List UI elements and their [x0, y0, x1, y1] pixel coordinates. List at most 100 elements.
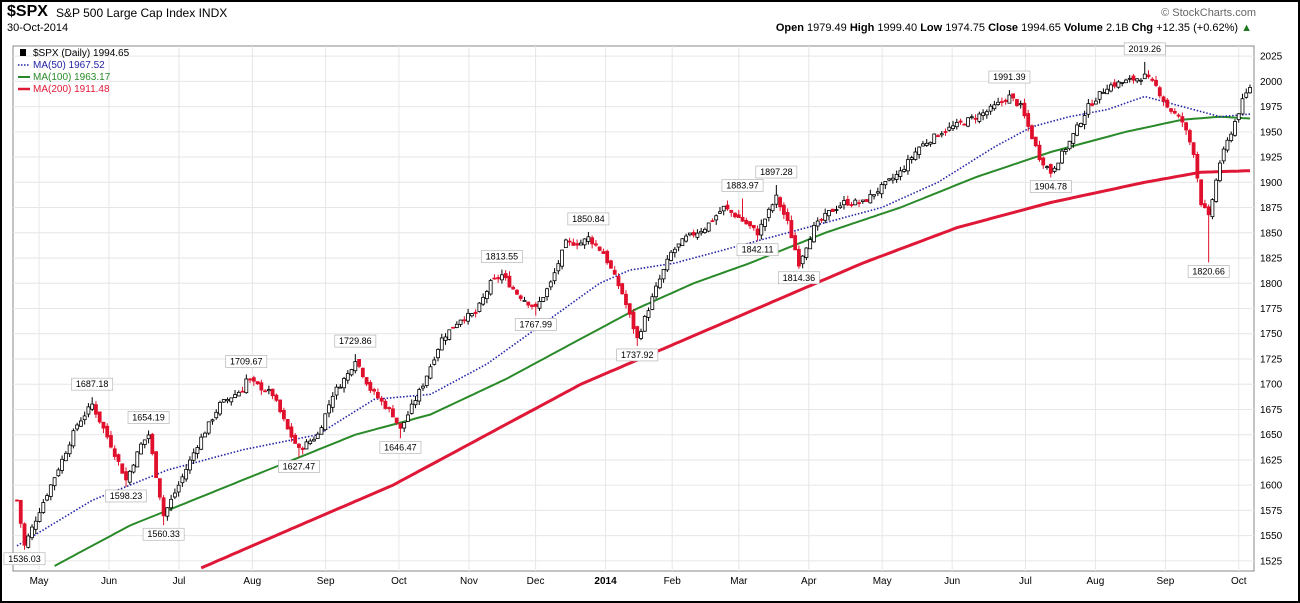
x-tick-label: Jun	[944, 576, 960, 587]
annotation-label: 1850.84	[572, 214, 605, 224]
y-tick-label: 1750	[1260, 329, 1283, 340]
annotation-label: 1991.39	[993, 72, 1026, 82]
annotation-label: 1904.78	[1034, 181, 1067, 191]
candle-body	[71, 430, 76, 447]
candle-body	[781, 204, 786, 215]
candle-body	[101, 421, 106, 429]
candle-body	[338, 386, 343, 389]
candle-body	[684, 235, 689, 242]
candle-body	[1022, 102, 1027, 117]
candle-body	[977, 113, 982, 122]
y-tick-label: 1700	[1260, 380, 1283, 391]
candle-body	[1026, 113, 1031, 127]
symbol-title: $SPX	[7, 3, 48, 20]
candle-body	[1033, 136, 1038, 147]
annotation-box	[514, 318, 557, 331]
candle-body	[37, 512, 42, 522]
candle-body	[808, 239, 813, 250]
candle-body	[902, 168, 907, 172]
candle-body	[1015, 99, 1019, 106]
annotation-box	[379, 440, 422, 454]
candle-body	[793, 235, 798, 251]
chart-date: 30-Oct-2014	[7, 22, 69, 34]
candle-body	[838, 205, 843, 209]
annotation-label: 1897.28	[760, 167, 793, 177]
candle-body	[857, 202, 861, 204]
candle-body	[812, 224, 816, 243]
candle-body	[1244, 92, 1249, 98]
legend-label: MA(100) 1963.17	[33, 72, 111, 83]
candle-body	[627, 303, 632, 315]
open-label: Open	[775, 22, 804, 34]
candle-body	[541, 297, 546, 302]
candle-body	[864, 199, 869, 202]
candle-body	[917, 146, 922, 155]
candle-body	[308, 440, 313, 445]
candle-body	[537, 300, 542, 309]
annotation-box	[755, 165, 798, 179]
x-tick-label: Apr	[801, 576, 817, 587]
brand-link[interactable]: © StockCharts.com	[1161, 7, 1256, 19]
candle-body	[112, 448, 117, 457]
candle-body	[751, 224, 756, 229]
candle-body	[1139, 79, 1143, 82]
annotation-label: 1737.92	[621, 350, 654, 360]
x-tick-label: Feb	[664, 576, 682, 587]
candle-body	[26, 535, 31, 548]
candle-body	[860, 199, 865, 202]
annotation-label: 1842.11	[742, 245, 774, 255]
candle-body	[424, 375, 429, 386]
candle-body	[439, 337, 444, 351]
candle-body	[932, 133, 937, 144]
candle-body	[1206, 206, 1211, 216]
candle-body	[233, 394, 237, 398]
candle-body	[1233, 121, 1237, 136]
candle-body	[417, 389, 422, 402]
candle-body	[718, 211, 722, 214]
legend-label: $SPX (Daily) 1994.65	[33, 48, 130, 59]
candle-body	[906, 159, 910, 172]
candle-body	[15, 499, 19, 502]
candle-body	[278, 399, 283, 413]
x-tick-label: Jun	[101, 576, 117, 587]
candle-body	[680, 238, 685, 247]
candle-body	[530, 304, 534, 307]
candle-body	[161, 497, 166, 517]
candle-body	[503, 273, 508, 279]
candle-body	[1112, 82, 1117, 87]
candle-body	[714, 215, 719, 221]
candle-body	[601, 251, 606, 254]
candle-body	[597, 246, 602, 251]
candle-body	[552, 272, 557, 282]
candle-body	[82, 415, 87, 421]
candle-body	[270, 388, 275, 397]
candle-body	[466, 312, 470, 322]
candle-body	[274, 394, 279, 401]
annotation-label: 1646.47	[384, 442, 417, 452]
candle-body	[879, 184, 884, 195]
chg-value: +12.35 (+0.62%)	[1156, 22, 1239, 34]
candle-body	[1078, 122, 1083, 127]
candle-body	[218, 402, 222, 415]
y-tick-label: 1925	[1260, 153, 1283, 164]
candle-body	[22, 523, 27, 546]
candle-body	[1011, 93, 1016, 99]
annotation-box	[142, 527, 185, 541]
candle-body	[48, 484, 53, 497]
close-value: 1994.65	[1021, 22, 1061, 34]
candle-body	[921, 143, 925, 147]
legend-candle-icon	[20, 49, 26, 56]
candle-body	[421, 385, 425, 389]
candle-body	[973, 117, 978, 120]
candle-body	[447, 329, 452, 340]
candle-body	[729, 209, 734, 213]
candle-body	[116, 454, 121, 462]
candle-body	[1157, 87, 1162, 97]
candle-body	[639, 331, 643, 339]
candle-body	[484, 291, 489, 300]
candle-body	[661, 269, 666, 280]
candle-body	[1229, 133, 1234, 141]
candle-body	[500, 274, 504, 281]
candle-body	[105, 425, 110, 438]
candle-body	[319, 427, 324, 435]
